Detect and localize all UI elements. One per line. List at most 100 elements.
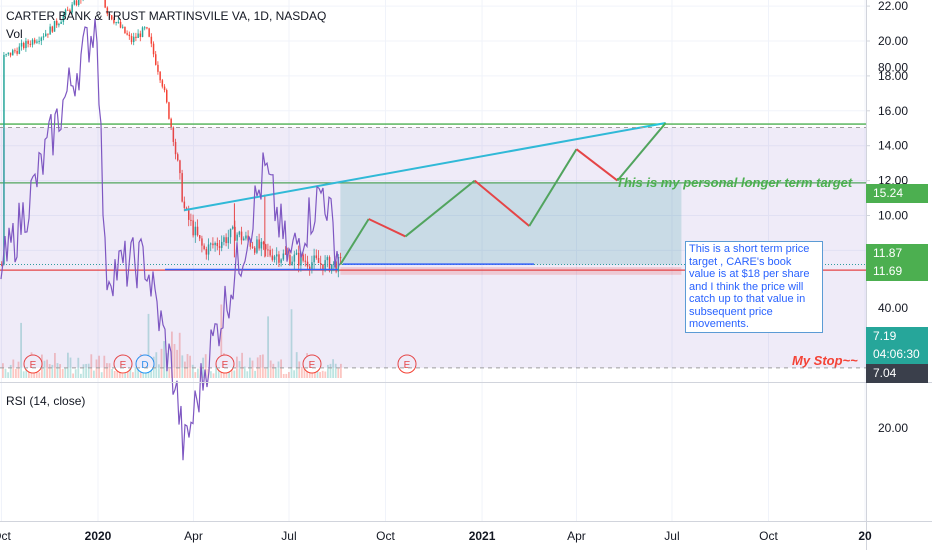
candle-body — [280, 259, 282, 263]
volume-bar — [272, 363, 275, 378]
stop-zone — [340, 267, 682, 275]
candle-body — [278, 254, 280, 263]
candle-body — [20, 42, 23, 47]
target-zone — [340, 182, 682, 265]
candle-body — [130, 36, 133, 43]
candle-body — [69, 9, 71, 13]
candle-body — [254, 247, 256, 253]
volume-bar — [264, 368, 267, 378]
candle-body — [245, 235, 247, 239]
candle-body — [106, 7, 109, 15]
candle-body — [238, 231, 241, 235]
volume-bar — [301, 367, 303, 378]
candle-body — [185, 207, 188, 209]
candle-body — [119, 21, 122, 28]
volume-bar — [7, 372, 9, 378]
candle-body — [260, 241, 263, 249]
candle-body — [144, 27, 146, 29]
volume-bar — [184, 361, 186, 378]
volume-bar — [77, 357, 80, 378]
candle-body — [73, 0, 76, 5]
candle-body — [295, 252, 298, 255]
earnings-marker-label: E — [404, 360, 411, 371]
candle-body — [339, 256, 342, 259]
candle-body — [170, 118, 172, 128]
candle-body — [71, 4, 73, 13]
candle-body — [322, 264, 324, 271]
candle-body — [205, 249, 208, 255]
candle-body — [104, 0, 106, 8]
candle-body — [183, 201, 186, 208]
candle-body — [309, 266, 311, 269]
candle-body — [271, 255, 274, 260]
candle-body — [221, 241, 223, 248]
rsi-tick-label: 80.00 — [878, 60, 908, 74]
candle-body — [265, 244, 267, 250]
volume-bar — [267, 316, 269, 378]
candle-body — [34, 39, 36, 43]
dividend-marker-label: D — [141, 360, 148, 371]
candlestick-series — [1, 0, 342, 278]
volume-bar — [129, 366, 132, 378]
volume-bar — [181, 355, 184, 378]
candle-body — [36, 41, 38, 43]
projection-segment — [528, 148, 578, 227]
volume-bar — [51, 364, 54, 378]
volume-bar — [4, 368, 7, 378]
candle-body — [229, 228, 232, 238]
volume-bar — [17, 361, 20, 378]
volume-bar — [80, 373, 82, 378]
candle-body — [139, 33, 142, 37]
candle-body — [38, 40, 40, 42]
rsi-tick-label: 40.00 — [878, 301, 908, 315]
volume-bar — [103, 355, 106, 378]
volume-bar — [298, 361, 301, 378]
earnings-marker — [113, 354, 133, 374]
volume-bar — [295, 352, 298, 378]
volume-bar — [173, 343, 176, 378]
volume-bar — [85, 363, 87, 378]
candle-body — [249, 240, 252, 247]
stop-annotation: My Stop~~ — [792, 353, 858, 368]
candle-body — [161, 80, 164, 87]
volume-bar — [38, 372, 41, 378]
candle-body — [247, 235, 249, 241]
candle-body — [166, 90, 168, 103]
volume-bar — [254, 370, 256, 378]
volume-bar — [90, 354, 93, 378]
volume-bar — [194, 372, 197, 378]
volume-bar — [132, 372, 134, 378]
time-tick-label: 2020 — [85, 529, 112, 543]
time-tick-label: Jul — [281, 529, 296, 543]
candle-body — [194, 226, 197, 236]
candle-body — [47, 33, 49, 35]
price-label-current: 7.19 — [866, 327, 928, 346]
earnings-marker-label: E — [309, 360, 316, 371]
candle-body — [333, 261, 335, 265]
rsi-line — [0, 18, 340, 461]
candle-body — [113, 19, 115, 23]
candle-body — [223, 237, 225, 242]
volume-bar — [282, 373, 285, 378]
volume-bar — [321, 370, 324, 378]
candle-body — [203, 245, 205, 250]
candle-body — [42, 36, 45, 38]
time-tick-label: Oct — [0, 529, 11, 543]
volume-bar — [93, 370, 95, 378]
candle-body — [18, 46, 21, 54]
volume-bar — [285, 373, 288, 378]
rsi-tick-label: 20.00 — [878, 421, 908, 435]
price-tick-label: 10.00 — [878, 209, 908, 223]
candle-body — [291, 261, 293, 265]
candle-body — [311, 262, 313, 269]
candle-body — [115, 22, 117, 24]
volume-bar — [111, 368, 113, 378]
volume-bar — [20, 322, 22, 378]
volume-bar — [204, 354, 207, 378]
candle-body — [62, 15, 65, 22]
candle-body — [111, 15, 113, 20]
candle-body — [256, 239, 258, 253]
candle-body — [157, 64, 159, 72]
time-tick-label: 2021 — [469, 529, 496, 543]
